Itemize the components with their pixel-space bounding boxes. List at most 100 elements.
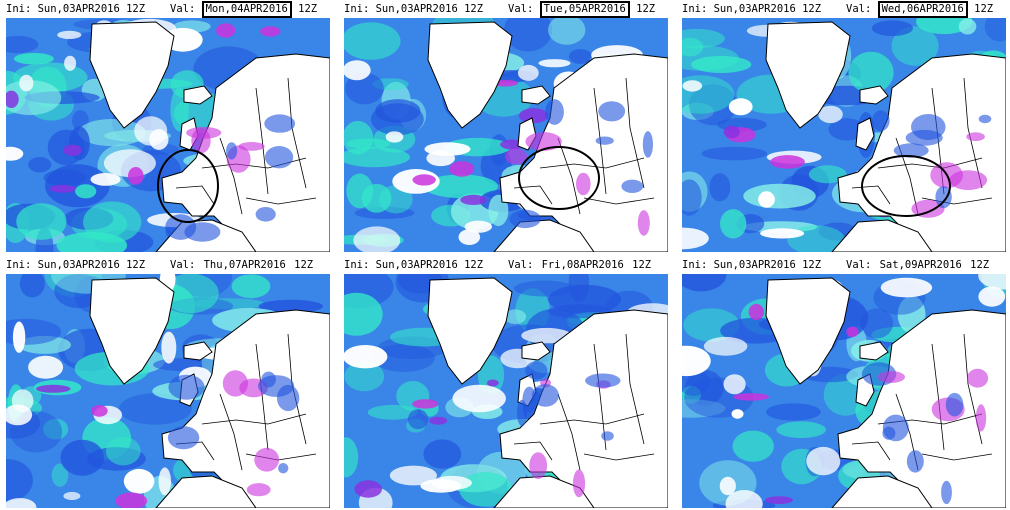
country-border <box>877 157 983 169</box>
precip-blotch <box>60 439 104 476</box>
land-precip-area <box>529 452 548 479</box>
clear-area <box>538 59 571 68</box>
forecast-panel-2: Ini: Sun,03APR2016 12Z Val: Tue,05APR2016… <box>338 0 668 254</box>
precip-blotch <box>958 18 977 35</box>
heavy-precip-core <box>748 303 764 321</box>
land-precip-area <box>906 450 924 473</box>
valid-prefix: Val: <box>846 259 878 271</box>
clear-area <box>682 80 703 92</box>
country-border <box>255 87 269 195</box>
precip-blotch <box>984 18 1006 42</box>
valid-hour: 12Z <box>625 259 652 271</box>
country-border <box>539 157 645 169</box>
precip-blotch <box>513 280 575 297</box>
clear-area <box>389 465 437 486</box>
precip-blotch <box>504 18 553 52</box>
heavy-precip-core <box>354 480 382 498</box>
africa-landmass <box>831 475 933 508</box>
precipitation-map <box>344 18 668 252</box>
country-border <box>583 453 655 461</box>
map-canvas <box>6 274 330 508</box>
clear-area <box>464 220 492 233</box>
clear-area <box>758 191 775 208</box>
africa-landmass <box>155 475 257 508</box>
land-precip-area <box>967 368 989 388</box>
country-border <box>513 441 553 461</box>
greenland-landmass <box>89 277 175 385</box>
greenland-landmass <box>765 21 851 129</box>
precip-blotch <box>682 399 726 418</box>
greenland-landmass <box>427 21 513 129</box>
clear-area <box>424 142 471 156</box>
land-precip-area <box>945 392 964 417</box>
precip-blotch <box>83 201 142 243</box>
clear-area <box>6 498 37 508</box>
country-border <box>593 343 607 451</box>
country-border <box>921 197 993 205</box>
land-precip-area <box>642 131 653 158</box>
precip-blotch <box>743 183 816 209</box>
clear-area <box>880 277 933 298</box>
highlight-circle <box>518 146 600 210</box>
precip-blotch <box>682 179 702 216</box>
country-border <box>219 137 243 215</box>
heavy-precip-core <box>412 399 439 409</box>
forecast-panel-3: Ini: Sun,03APR2016 12Z Val: Wed,06APR2016… <box>676 0 1006 254</box>
precip-blotch <box>548 18 586 45</box>
precip-blotch <box>407 409 429 430</box>
clear-area <box>725 490 763 508</box>
country-border <box>931 343 945 451</box>
iceland-landmass <box>183 85 213 105</box>
valid-date: Tue,05APR2016 <box>539 1 630 18</box>
land-precip-area <box>893 143 929 158</box>
precip-blotch <box>423 439 462 469</box>
precip-blotch <box>720 209 747 239</box>
land-precip-area <box>882 426 896 440</box>
init-time-label: Ini: Sun,03APR2016 12Z <box>344 259 484 271</box>
heavy-precip-core <box>460 194 487 205</box>
clear-area <box>703 336 748 356</box>
precip-blotch <box>19 274 45 298</box>
precip-blotch <box>568 49 593 64</box>
land-precip-area <box>226 142 238 160</box>
clear-area <box>723 374 746 395</box>
land-precip-area <box>504 148 528 165</box>
precip-blotch <box>860 308 894 339</box>
africa-landmass <box>493 475 595 508</box>
init-time-label: Ini: Sun,03APR2016 12Z <box>682 259 822 271</box>
clear-area <box>158 467 171 496</box>
clear-area <box>103 149 156 178</box>
heavy-precip-core <box>518 108 549 124</box>
precip-blotch <box>891 26 939 66</box>
clear-area <box>90 173 121 186</box>
clear-area <box>12 321 26 353</box>
iceland-landmass <box>521 85 551 105</box>
precip-blotch <box>766 403 821 421</box>
land-precip-area <box>255 207 276 222</box>
precipitation-map <box>344 274 668 508</box>
iceland-landmass <box>521 341 551 361</box>
heavy-precip-core <box>765 496 793 504</box>
init-time-label: Ini: Sun,03APR2016 12Z <box>682 3 822 15</box>
clear-area <box>161 331 177 364</box>
clear-area <box>728 98 753 116</box>
precip-blotch <box>504 309 527 324</box>
valid-time-label: Val: Fri,08APR2016 12Z <box>508 256 651 274</box>
clear-area <box>344 60 371 81</box>
precip-blotch <box>344 120 374 155</box>
panel-header: Ini: Sun,03APR2016 12Z Val: Wed,06APR2016… <box>676 0 1006 18</box>
precip-blotch <box>848 51 894 94</box>
precip-blotch <box>701 146 767 161</box>
valid-time-label: Val: Thu,07APR2016 12Z <box>170 256 313 274</box>
heavy-precip-core <box>429 416 448 425</box>
heavy-precip-core <box>733 393 770 401</box>
valid-hour: 12Z <box>291 3 318 15</box>
country-border <box>625 333 645 445</box>
clear-area <box>452 384 506 413</box>
precip-blotch <box>16 203 67 240</box>
clear-area <box>818 105 843 124</box>
land-precip-area <box>186 126 222 139</box>
heavy-precip-core <box>216 23 236 38</box>
country-border <box>851 441 891 461</box>
clear-area <box>63 491 81 501</box>
